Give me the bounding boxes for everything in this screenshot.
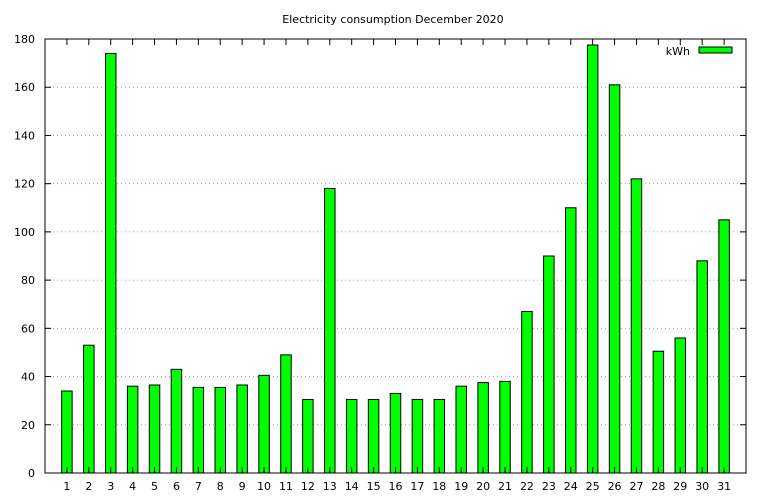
bar-day-17 [411,398,424,474]
bar-day-8 [214,386,226,474]
bar-day-10 [258,374,270,474]
x-tick-label: 10 [257,480,271,493]
bar-day-9 [236,384,248,474]
bar-day-2 [83,344,95,474]
x-tick-label: 3 [107,480,114,493]
x-tick-label: 20 [476,480,490,493]
grid-lines [45,86,746,426]
x-tick-label: 18 [432,480,446,493]
x-tick-label: 8 [217,480,224,493]
bar-day-25 [586,44,599,474]
y-tick-label: 20 [21,419,35,432]
x-tick-label: 17 [410,480,424,493]
y-tick-label: 60 [21,322,35,335]
x-tick-label: 27 [629,480,643,493]
x-tick-label: 19 [454,480,468,493]
x-tick-label: 23 [542,480,556,493]
x-tick-label: 5 [151,480,158,493]
bar-day-30 [696,260,708,474]
x-tick-label: 21 [498,480,512,493]
y-tick-label: 140 [14,129,35,142]
y-tick-label: 0 [28,467,35,480]
bar-day-21 [499,380,511,474]
bar-day-1 [61,390,73,474]
x-tick-label: 11 [279,480,293,493]
bar-day-7 [192,386,205,474]
x-tick-label: 12 [301,480,315,493]
x-tick-label: 26 [608,480,622,493]
bar-day-18 [433,398,446,474]
x-tick-label: 28 [651,480,665,493]
bar-day-19 [455,385,467,474]
bar-day-23 [543,255,555,474]
y-tick-label: 160 [14,81,35,94]
x-tick-label: 6 [173,480,180,493]
x-tick-label: 14 [345,480,359,493]
bar-day-3 [104,52,117,474]
x-tick-label: 24 [564,480,578,493]
bar-day-12 [302,398,314,474]
y-tick-label: 40 [21,371,35,384]
bar-day-11 [280,354,292,474]
x-tick-label: 25 [586,480,600,493]
legend-swatch [698,46,733,54]
bar-day-6 [170,368,183,474]
bar-day-13 [324,187,336,474]
y-tick-label: 80 [21,274,35,287]
legend-label: kWh [666,45,690,58]
bar-day-24 [565,207,577,474]
x-tick-label: 22 [520,480,534,493]
bar-day-28 [652,350,665,474]
bar-day-14 [345,398,358,474]
bar-day-29 [674,337,687,474]
bar-day-15 [367,398,380,474]
y-tick-label: 100 [14,226,35,239]
x-tick-label: 29 [673,480,687,493]
y-tick-label: 120 [14,178,35,191]
bar-day-27 [630,178,643,474]
bar-day-5 [148,384,161,474]
bar-day-31 [718,219,730,474]
chart-title: Electricity consumption December 2020 [282,13,503,26]
x-tick-label: 31 [717,480,731,493]
bar-day-26 [608,84,621,474]
x-tick-label: 13 [323,480,337,493]
x-tick-label: 30 [695,480,709,493]
bar-day-22 [521,310,533,474]
x-tick-label: 1 [63,480,70,493]
x-tick-label: 15 [367,480,381,493]
bar-day-20 [477,382,489,474]
x-tick-label: 4 [129,480,136,493]
bar-day-16 [389,392,402,474]
x-tick-label: 7 [195,480,202,493]
bars [61,44,730,474]
bar-day-4 [126,385,139,474]
x-tick-label: 16 [389,480,403,493]
x-tick-label: 9 [239,480,246,493]
y-tick-label: 180 [14,33,35,46]
legend: kWh [666,45,733,58]
x-tick-label: 2 [85,480,92,493]
